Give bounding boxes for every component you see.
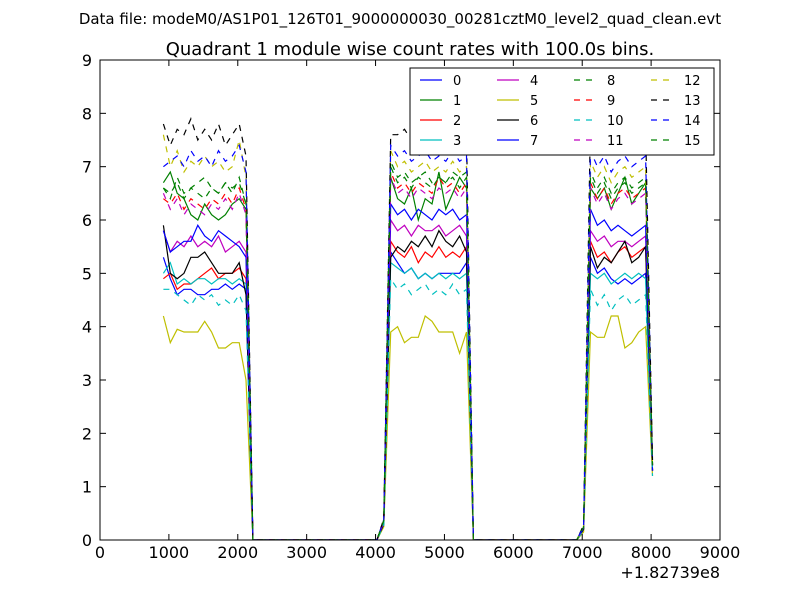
x-offset-label: +1.82739e8 — [620, 563, 720, 582]
y-tick-label: 1 — [82, 478, 92, 497]
legend-label-15: 15 — [684, 134, 701, 149]
series-line-13 — [162, 116, 654, 540]
series-line-1 — [162, 170, 654, 540]
series-line-15 — [163, 166, 654, 540]
x-tick-label: 9000 — [700, 543, 741, 562]
chart-title: Quadrant 1 module wise count rates with … — [166, 39, 655, 60]
series-line-14 — [163, 143, 654, 540]
series-line-11 — [162, 177, 654, 540]
x-tick-label: 8000 — [631, 543, 672, 562]
legend-label-9: 9 — [607, 94, 615, 109]
x-tick-label: 6000 — [493, 543, 534, 562]
x-tick-label: 0 — [95, 543, 105, 562]
legend-label-0: 0 — [453, 74, 461, 89]
legend-label-13: 13 — [684, 94, 701, 109]
legend-label-3: 3 — [453, 134, 461, 149]
legend-label-10: 10 — [607, 114, 624, 129]
legend-label-11: 11 — [607, 134, 624, 149]
y-tick-label: 5 — [82, 264, 92, 283]
x-tick-label: 1000 — [149, 543, 190, 562]
y-tick-label: 4 — [82, 318, 92, 337]
legend-label-14: 14 — [684, 114, 701, 129]
y-tick-label: 2 — [82, 424, 92, 443]
series-line-3 — [162, 261, 654, 540]
series-line-5 — [162, 315, 654, 540]
y-tick-label: 7 — [82, 158, 92, 177]
legend-label-5: 5 — [530, 94, 538, 109]
legend-label-12: 12 — [684, 74, 701, 89]
series-line-12 — [162, 134, 654, 540]
x-tick-label: 2000 — [217, 543, 258, 562]
axes: 0 1000 2000 3000 4000 5000 6000 7000 8000 9000012… — [82, 51, 741, 562]
legend-label-1: 1 — [453, 94, 461, 109]
y-tick-label: 6 — [82, 211, 92, 230]
legend-label-4: 4 — [530, 74, 538, 89]
series-line-2 — [163, 239, 654, 540]
plot-area — [162, 116, 654, 540]
y-tick-label: 0 — [82, 531, 92, 550]
series-line-7 — [162, 202, 654, 540]
y-tick-label: 3 — [82, 371, 92, 390]
legend-label-7: 7 — [530, 134, 538, 149]
legend-label-2: 2 — [453, 114, 461, 129]
x-tick-label: 3000 — [286, 543, 327, 562]
series-line-9 — [163, 171, 654, 540]
x-tick-label: 7000 — [562, 543, 603, 562]
series-line-10 — [163, 276, 654, 540]
y-tick-label: 9 — [82, 51, 92, 70]
x-tick-label: 4000 — [355, 543, 396, 562]
legend-label-8: 8 — [607, 74, 615, 89]
figure-suptitle: Data file: modeM0/AS1P01_126T01_90000000… — [79, 10, 721, 29]
series-line-4 — [162, 218, 654, 540]
series-line-6 — [162, 225, 654, 540]
y-tick-label: 8 — [82, 104, 92, 123]
plot-frame — [99, 59, 721, 541]
x-tick-label: 5000 — [424, 543, 465, 562]
legend-label-6: 6 — [530, 114, 538, 129]
